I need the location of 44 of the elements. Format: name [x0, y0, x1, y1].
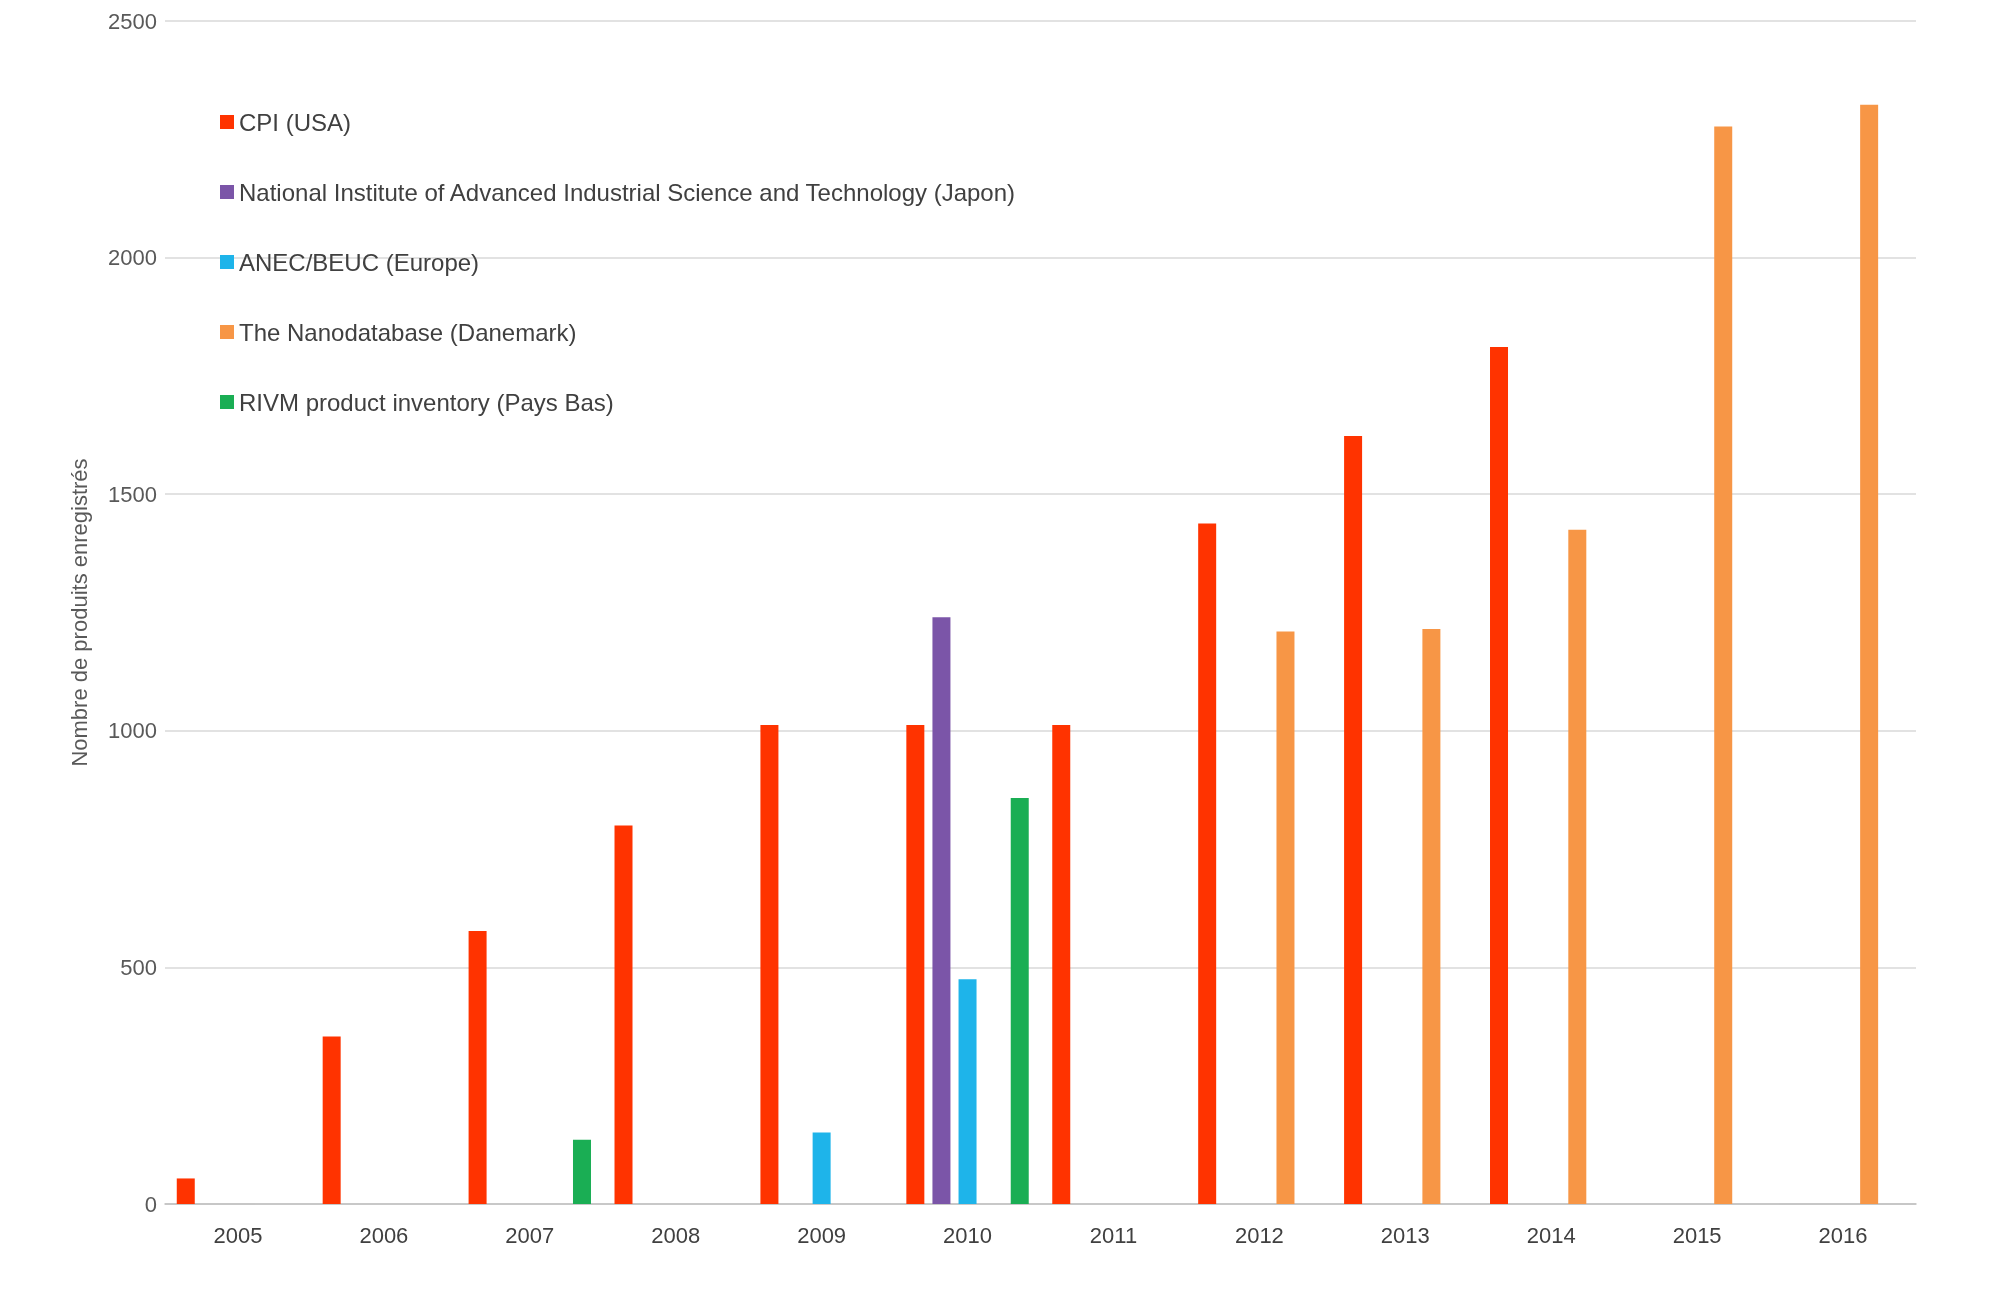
legend-label: RIVM product inventory (Pays Bas)	[239, 388, 614, 416]
bar	[760, 725, 779, 1204]
legend-label: The Nanodatabase (Danemark)	[239, 318, 577, 346]
bar	[958, 979, 977, 1204]
bar	[1198, 523, 1217, 1204]
x-tick-label: 2011	[1089, 1222, 1138, 1248]
legend-label: CPI (USA)	[239, 108, 352, 136]
y-tick-label: 1500	[108, 481, 157, 507]
bar	[1714, 126, 1733, 1204]
x-tick-label: 2013	[1380, 1222, 1430, 1248]
bar	[1490, 347, 1509, 1204]
legend-label: National Institute of Advanced Industrial Science and Technology (Japon)	[239, 178, 1016, 206]
bar	[1010, 797, 1029, 1204]
bar	[906, 725, 925, 1204]
x-tick-label: 2006	[359, 1222, 409, 1248]
y-axis-title: Nombre de produits enregistrés	[66, 458, 92, 767]
x-tick-label: 2012	[1234, 1222, 1284, 1248]
bar	[1052, 725, 1071, 1204]
x-tick-label: 2014	[1526, 1222, 1576, 1248]
legend-label: ANEC/BEUC (Europe)	[239, 248, 480, 276]
bar	[572, 1139, 591, 1204]
bar	[1422, 629, 1441, 1204]
y-tick-label: 500	[120, 954, 157, 980]
bar	[1860, 104, 1879, 1204]
y-tick-label: 2000	[108, 245, 157, 271]
bar	[1276, 631, 1295, 1204]
x-tick-label: 2005	[213, 1222, 263, 1248]
bar	[176, 1178, 195, 1204]
x-tick-label: 2008	[651, 1222, 701, 1248]
x-tick-label: 2010	[943, 1222, 993, 1248]
bar	[812, 1132, 831, 1204]
y-tick-label: 1000	[108, 718, 157, 744]
bar	[322, 1036, 341, 1204]
bar	[932, 617, 951, 1204]
x-tick-label: 2009	[797, 1222, 847, 1248]
y-tick-label: 2500	[108, 8, 157, 34]
x-tick-label: 2015	[1672, 1222, 1722, 1248]
bar	[614, 825, 633, 1204]
y-tick-label: 0	[144, 1191, 157, 1217]
bar	[1568, 529, 1587, 1204]
x-tick-label: 2007	[505, 1222, 555, 1248]
x-tick-label: 2016	[1818, 1222, 1868, 1248]
bar	[1344, 436, 1363, 1204]
bar	[468, 930, 487, 1204]
